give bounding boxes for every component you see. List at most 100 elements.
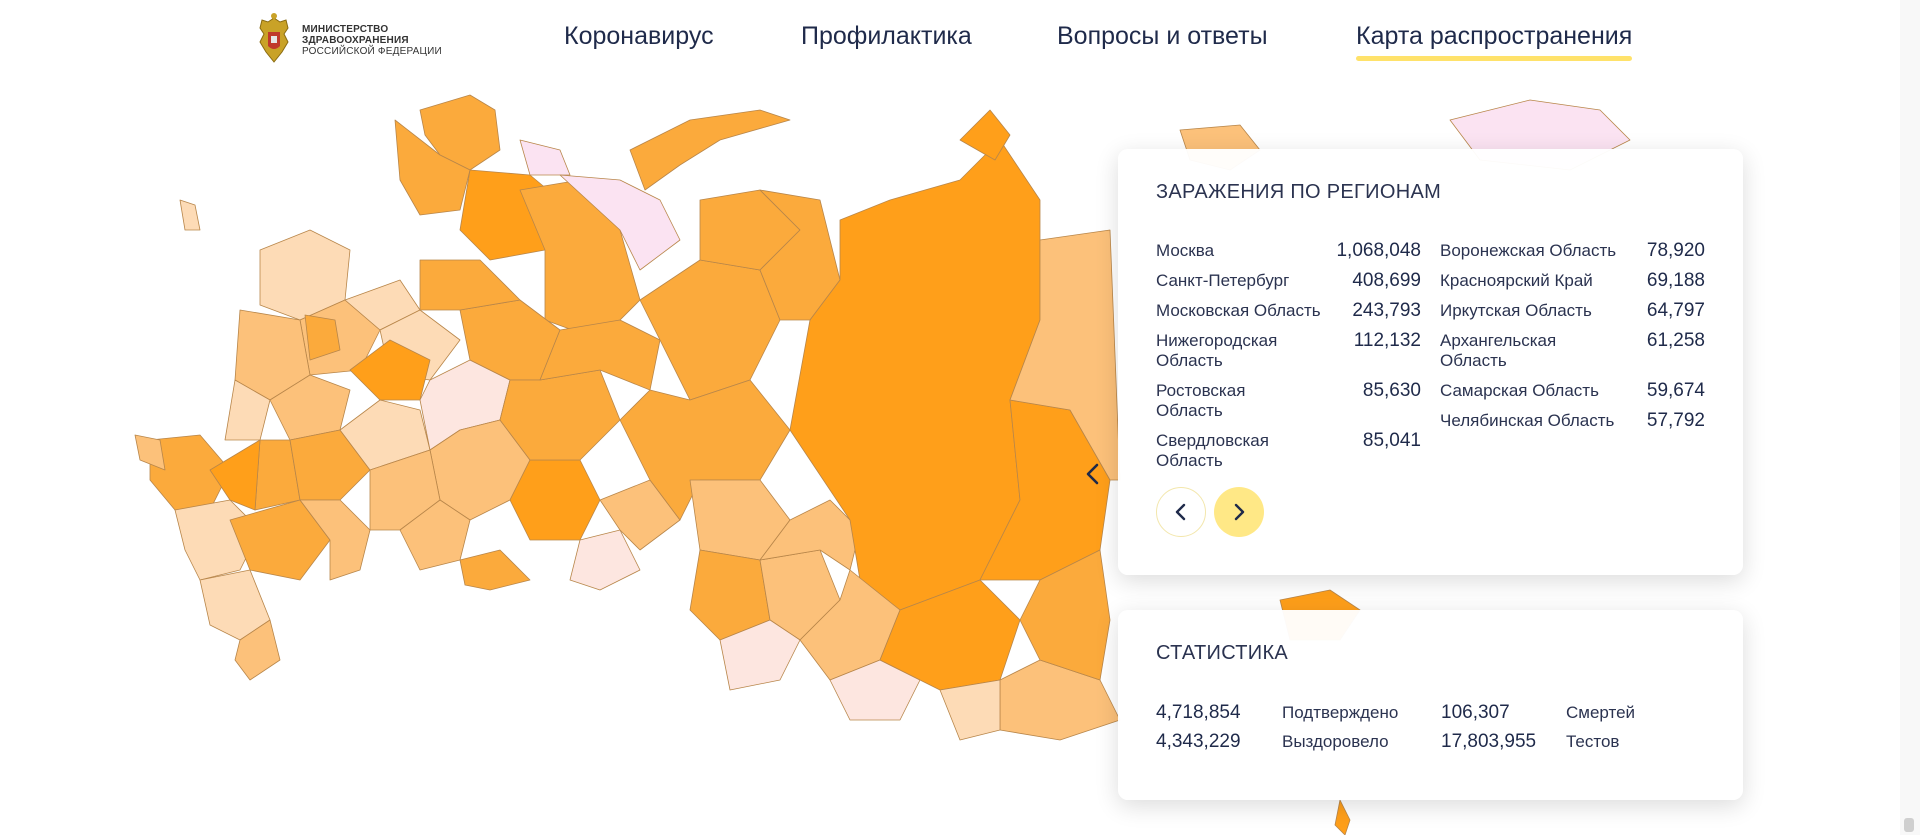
nav-item-spread-map[interactable]: Карта распространения <box>1356 22 1633 61</box>
deaths-stat: 106,307 <box>1441 702 1510 724</box>
region-name: Иркутская Область <box>1440 301 1592 320</box>
carousel-next-button[interactable] <box>1214 487 1264 537</box>
map-region <box>299 499 371 581</box>
map-region <box>209 439 261 511</box>
region-value: 85,630 <box>1362 380 1421 401</box>
map-region <box>719 619 801 691</box>
recovered-label-wrap: Выздоровело <box>1282 732 1389 752</box>
ministry-logo[interactable]: МИНИСТЕРСТВО ЗДРАВООХРАНЕНИЯ РОССИЙСКОЙ … <box>254 12 442 68</box>
map-region <box>499 369 621 461</box>
statistics-panel-title: СТАТИСТИКА <box>1156 642 1289 664</box>
regions-panel-title: ЗАРАЖЕНИЯ ПО РЕГИОНАМ <box>1156 181 1442 203</box>
map-region <box>559 174 681 271</box>
chevron-right-icon <box>1234 503 1245 521</box>
map-region <box>1009 229 1121 481</box>
recovered-stat: 4,343,229 <box>1156 731 1241 753</box>
map-region <box>234 619 281 681</box>
region-name: Красноярский Край <box>1440 271 1593 290</box>
region-name: Свердловская Область <box>1156 431 1269 470</box>
map-region <box>999 659 1121 741</box>
tests-label-wrap: Тестов <box>1566 732 1619 752</box>
logo-line: МИНИСТЕРСТВО <box>302 23 389 35</box>
map-region <box>1334 799 1351 835</box>
confirmed-value: 4,718,854 <box>1156 702 1241 723</box>
region-row: Архангельская Область 61,258 <box>1440 331 1705 371</box>
region-row: Санкт-Петербург 408,699 <box>1156 271 1421 291</box>
statistics-panel: СТАТИСТИКА 4,718,854 Подтверждено 106,30… <box>1118 610 1743 800</box>
region-name: Челябинская Область <box>1440 411 1615 430</box>
map-region <box>629 109 791 191</box>
confirmed-label: Подтверждено <box>1282 703 1399 722</box>
region-name: Московская Область <box>1156 301 1321 320</box>
region-row: Самарская Область 59,674 <box>1440 381 1705 401</box>
map-region <box>569 529 641 591</box>
map-region <box>339 399 431 471</box>
coat-of-arms-icon <box>259 13 289 63</box>
regions-right-column: Воронежская Область 78,920 Красноярский … <box>1440 241 1705 441</box>
tests-stat: 17,803,955 <box>1441 731 1536 753</box>
map-region <box>639 259 781 401</box>
map-region <box>289 429 371 501</box>
map-region <box>399 499 471 571</box>
map-region <box>419 94 501 171</box>
tests-value: 17,803,955 <box>1441 731 1537 752</box>
region-name: Ростовская Область <box>1156 381 1246 420</box>
region-value: 78,920 <box>1646 240 1705 261</box>
deaths-value: 106,307 <box>1441 702 1510 723</box>
confirmed-label-wrap: Подтверждено <box>1282 703 1398 723</box>
map-region <box>959 109 1011 161</box>
region-value: 408,699 <box>1352 270 1421 291</box>
region-row: Иркутская Область 64,797 <box>1440 301 1705 321</box>
nav-item-prevention[interactable]: Профилактика <box>801 22 972 50</box>
map-region <box>304 314 341 361</box>
region-row: Москва 1,068,048 <box>1156 241 1421 261</box>
ministry-logo-text: МИНИСТЕРСТВО ЗДРАВООХРАНЕНИЯ РОССИЙСКОЙ … <box>302 24 442 57</box>
region-value: 69,188 <box>1646 270 1705 291</box>
region-value: 64,797 <box>1646 300 1705 321</box>
region-name: Архангельская Область <box>1440 331 1557 370</box>
map-region <box>1019 549 1111 681</box>
scrollbar-thumb[interactable] <box>1904 818 1914 832</box>
deaths-label: Смертей <box>1566 703 1636 722</box>
russia-regions-map[interactable] <box>0 80 1920 835</box>
region-name: Самарская Область <box>1440 381 1599 400</box>
carousel-prev-button[interactable] <box>1156 487 1206 537</box>
confirmed-stat: 4,718,854 <box>1156 702 1241 724</box>
region-value: 57,792 <box>1646 410 1705 431</box>
logo-line: РОССИЙСКОЙ ФЕДЕРАЦИИ <box>302 45 442 57</box>
map-region <box>269 374 351 441</box>
map-region <box>134 434 166 471</box>
region-name: Москва <box>1156 241 1215 260</box>
map-region <box>459 549 531 591</box>
tests-label: Тестов <box>1566 732 1620 751</box>
regions-left-column: Москва 1,068,048 Санкт-Петербург 408,699… <box>1156 241 1421 481</box>
region-row: Московская Область 243,793 <box>1156 301 1421 321</box>
chevron-left-icon[interactable] <box>1083 462 1103 486</box>
region-name: Воронежская Область <box>1440 241 1617 260</box>
map-region <box>599 479 681 551</box>
map-region <box>394 119 471 216</box>
map-region <box>419 259 521 311</box>
nav-item-faq[interactable]: Вопросы и ответы <box>1057 22 1268 50</box>
map-region <box>229 499 331 581</box>
logo-line: ЗДРАВООХРАНЕНИЯ <box>302 34 409 46</box>
page-scrollbar[interactable] <box>1900 0 1920 835</box>
region-row: Нижегородская Область 112,132 <box>1156 331 1421 371</box>
recovered-value: 4,343,229 <box>1156 731 1241 752</box>
site-header: МИНИСТЕРСТВО ЗДРАВООХРАНЕНИЯ РОССИЙСКОЙ … <box>0 0 1920 80</box>
region-value: 85,041 <box>1362 430 1421 451</box>
recovered-label: Выздоровело <box>1282 732 1389 751</box>
regions-infections-panel: ЗАРАЖЕНИЯ ПО РЕГИОНАМ Москва 1,068,048 С… <box>1118 149 1743 575</box>
map-region <box>519 139 571 176</box>
region-name: Санкт-Петербург <box>1156 271 1290 290</box>
region-row: Воронежская Область 78,920 <box>1440 241 1705 261</box>
region-row: Красноярский Край 69,188 <box>1440 271 1705 291</box>
chevron-left-icon <box>1175 503 1186 521</box>
map-region <box>349 339 431 401</box>
region-value: 112,132 <box>1353 330 1421 351</box>
map-region <box>829 659 921 721</box>
map-region <box>939 679 1001 741</box>
region-value: 243,793 <box>1352 300 1421 321</box>
nav-item-coronavirus[interactable]: Коронавирус <box>564 22 714 50</box>
map-region <box>179 199 201 231</box>
